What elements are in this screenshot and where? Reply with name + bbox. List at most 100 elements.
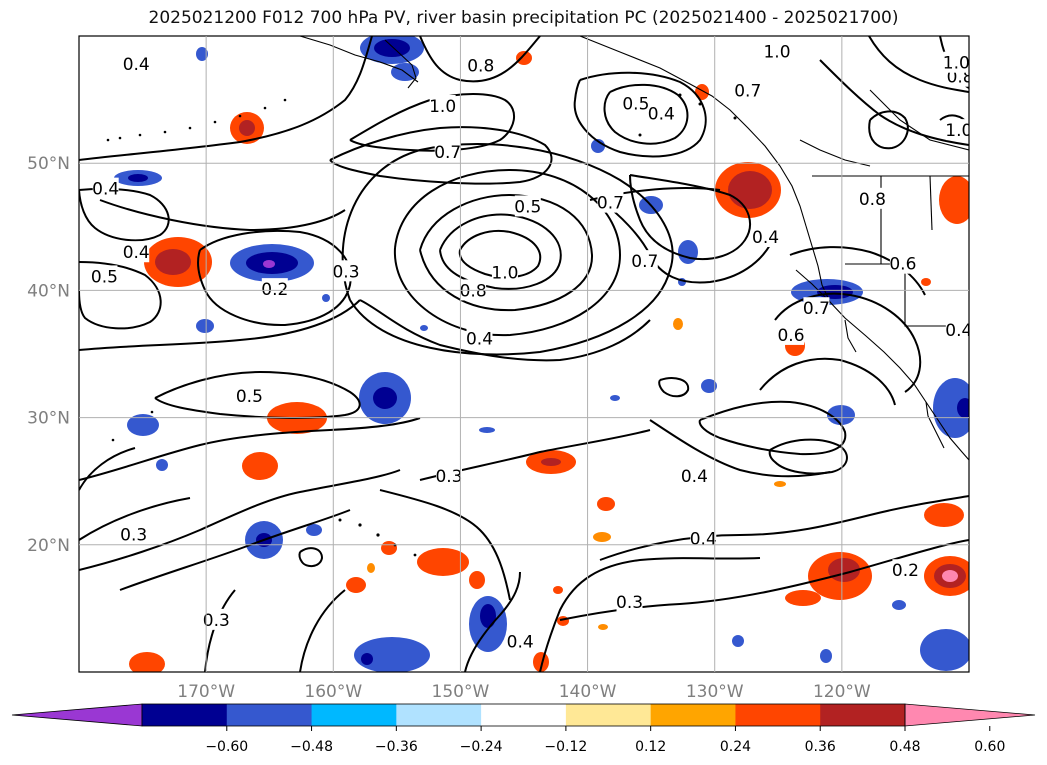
contour-label-halo bbox=[91, 265, 118, 287]
map-area: 0.4 0.81.0 0.50.41.00.70.81.01.00.70.40.5 0… bbox=[79, 36, 972, 672]
colorbar-tick-labels: −0.60 −0.48 −0.36 −0.24 −0.12 0.12 0.24 0.36 0.4… bbox=[205, 739, 1005, 755]
colorbar-tick-label: 0.60 bbox=[974, 739, 1005, 755]
contour-label: 0.3 bbox=[435, 467, 462, 487]
colorbar-tick-label: 0.24 bbox=[720, 739, 751, 755]
contour-label: 0.4 bbox=[752, 228, 779, 248]
lon-tick-label: 120°W bbox=[813, 682, 871, 702]
colorbar-tick-label: −0.36 bbox=[375, 739, 418, 755]
contour-label: 0.4 bbox=[123, 243, 150, 263]
colorbar-extend-max bbox=[904, 703, 1036, 727]
contour-label: 0.5 bbox=[514, 197, 541, 217]
contour-label-halo bbox=[945, 119, 969, 141]
colorbar-tick-label: 0.36 bbox=[805, 739, 836, 755]
contour-label-halo bbox=[752, 225, 779, 247]
colorbar-segment bbox=[481, 704, 567, 726]
contour-label: 0.7 bbox=[597, 194, 624, 214]
lat-tick-label: 50°N bbox=[27, 154, 70, 174]
contour-label: 1.0 bbox=[491, 264, 518, 284]
contour-label-halo bbox=[622, 92, 649, 114]
contour-label-halo bbox=[123, 241, 150, 263]
lon-tick-label: 170°W bbox=[177, 682, 235, 702]
colorbar-tick-label: −0.12 bbox=[544, 739, 587, 755]
contour-label: 0.4 bbox=[681, 467, 708, 487]
colorbar-tick-label: 0.12 bbox=[635, 739, 666, 755]
contour-label-halo bbox=[491, 261, 518, 283]
contour-label-halo bbox=[945, 318, 969, 340]
colorbar-segment bbox=[311, 704, 397, 726]
colorbar-outline bbox=[141, 703, 906, 727]
contour-label-halo bbox=[514, 195, 541, 217]
contour-label: 0.7 bbox=[803, 299, 830, 319]
contour-label-halo bbox=[467, 54, 494, 76]
contour-label-halo bbox=[236, 384, 263, 406]
lat-tick-label: 30°N bbox=[27, 409, 70, 429]
lon-tick-label: 160°W bbox=[304, 682, 362, 702]
contour-label: 0.5 bbox=[91, 267, 118, 287]
contour-label: 0.4 bbox=[507, 632, 534, 652]
contour-label-halo bbox=[943, 51, 969, 73]
contour-label-halo bbox=[333, 260, 359, 282]
contour-label: 0.4 bbox=[648, 105, 675, 125]
contour-label-halo bbox=[892, 559, 919, 581]
contour-label: 0.5 bbox=[622, 94, 649, 114]
contour-label-halo bbox=[597, 191, 624, 213]
contour-label-halo bbox=[92, 177, 119, 199]
contour-label-halo bbox=[435, 465, 462, 487]
lat-tick-label: 20°N bbox=[27, 536, 70, 556]
small-islands bbox=[106, 93, 737, 557]
contour-label: 0.2 bbox=[892, 561, 919, 581]
contour-label: 0.7 bbox=[631, 252, 658, 272]
colorbar-tick-label: 0.48 bbox=[889, 739, 920, 755]
contour-label-halo bbox=[778, 323, 804, 345]
contour-label: 0.4 bbox=[466, 330, 493, 350]
colorbar-tick-label: −0.24 bbox=[460, 739, 503, 755]
contour-label-halo bbox=[434, 140, 461, 162]
map-frame bbox=[78, 35, 970, 673]
contour-label-halo bbox=[120, 523, 147, 545]
contour-labels: 0.4 0.81.0 0.50.41.00.70.81.01.00.70.40.5 0… bbox=[91, 40, 972, 652]
contour-label-halo bbox=[859, 187, 886, 209]
contour-label: 0.6 bbox=[777, 326, 804, 346]
contour-label-halo bbox=[734, 79, 761, 101]
contour-label: 0.4 bbox=[92, 180, 119, 200]
colorbar-segment bbox=[142, 704, 228, 726]
contour-label: 0.4 bbox=[123, 55, 150, 75]
colorbar-segment bbox=[650, 704, 736, 726]
contour-label: 0.7 bbox=[734, 82, 761, 102]
contour-label: 1.0 bbox=[763, 42, 790, 62]
contour-label: 0.3 bbox=[332, 262, 359, 282]
contour-label-halo bbox=[616, 591, 643, 613]
colorbar bbox=[11, 703, 1036, 731]
contour-label: 0.6 bbox=[889, 255, 916, 275]
contour-label-halo bbox=[690, 527, 717, 549]
contour-label-halo bbox=[123, 52, 150, 74]
contour-label-halo bbox=[803, 297, 830, 319]
contour-label: 1.0 bbox=[943, 54, 970, 74]
negative-anomaly-blobs bbox=[114, 36, 969, 672]
contour-label: 0.5 bbox=[236, 387, 263, 407]
contour-label-halo bbox=[507, 630, 534, 652]
contour-label-halo bbox=[429, 94, 456, 116]
contour-label: 0.4 bbox=[945, 321, 972, 341]
contour-label: 1.0 bbox=[945, 121, 972, 141]
lon-tick-label: 140°W bbox=[559, 682, 617, 702]
contour-label-halo bbox=[681, 465, 708, 487]
graticule bbox=[79, 36, 969, 672]
contour-label-halo bbox=[648, 102, 675, 124]
colorbar-segment bbox=[565, 704, 652, 726]
contour-label: 0.3 bbox=[203, 611, 230, 631]
colorbar-extend-min bbox=[11, 703, 143, 727]
lon-tick-label: 130°W bbox=[686, 682, 744, 702]
map-title: 2025021200 F012 700 hPa PV, river basin … bbox=[148, 8, 899, 28]
contour-label-halo bbox=[889, 252, 916, 274]
contour-label: 0.3 bbox=[120, 526, 147, 546]
contour-label: 0.8 bbox=[460, 281, 487, 301]
contour-label: 0.7 bbox=[434, 143, 461, 163]
contour-label-halo bbox=[466, 327, 493, 349]
lon-tick-label: 150°W bbox=[432, 682, 490, 702]
contour-label-halo bbox=[764, 40, 791, 62]
colorbar-tick-label: −0.60 bbox=[205, 739, 248, 755]
contour-label-halo bbox=[203, 608, 230, 630]
contour-label: 0.8 bbox=[467, 56, 494, 76]
